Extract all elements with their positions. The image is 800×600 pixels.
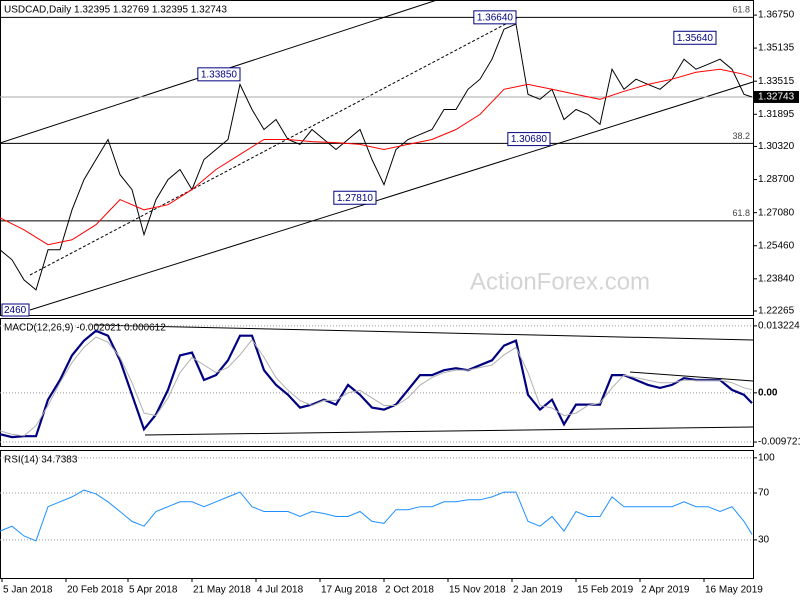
cut-label: 2460	[4, 305, 27, 316]
macd-trend-upper	[94, 324, 754, 341]
annotation-label: 1.30680	[511, 134, 548, 145]
y-tick-label: 1.31895	[758, 109, 795, 120]
y-tick-label: 1.30320	[758, 141, 795, 152]
annotation-label: 1.33850	[201, 69, 238, 80]
annotation-box	[507, 132, 551, 147]
cut-label-box	[1, 303, 30, 317]
x-tick-label: 17 Aug 2018	[321, 585, 378, 596]
panel-title: MACD(12,26,9) -0.002021 0.000612	[4, 323, 166, 334]
fib-label: 61.8	[732, 5, 750, 15]
x-tick-label: 15 Nov 2018	[449, 585, 506, 596]
annotation-label: 1.27810	[337, 193, 374, 204]
x-tick-label: 15 Feb 2019	[577, 585, 634, 596]
macd-trend-short	[629, 371, 754, 382]
fib-label: 38.2	[732, 131, 750, 141]
annotation-label: 1.35640	[677, 33, 714, 44]
y-tick-label: 1.27080	[758, 207, 795, 218]
annotation-label: 1.36640	[477, 12, 514, 23]
last-price-label: 1.32743	[758, 92, 795, 103]
y-tick-label: 1.28700	[758, 174, 795, 185]
channel-middle	[29, 17, 518, 276]
x-tick-label: 2 Jan 2019	[513, 585, 563, 596]
y-tick-label: 0.013224	[758, 321, 800, 332]
x-tick-label: 4 Jul 2018	[257, 585, 304, 596]
rsi-panel	[0, 450, 754, 579]
y-tick-label: 1.25460	[758, 240, 795, 251]
y-tick-label: 1.33515	[758, 76, 795, 87]
y-tick-label: 1.35135	[758, 43, 795, 54]
series-line	[0, 489, 753, 542]
y-tick-label: 100	[758, 452, 775, 463]
annotation-box	[473, 10, 517, 25]
x-tick-label: 20 Feb 2018	[67, 585, 124, 596]
y-tick-label: 70	[758, 488, 770, 499]
y-tick-label: 0.00	[758, 387, 778, 398]
channel-lower	[29, 81, 754, 311]
x-tick-label: 5 Jan 2018	[3, 585, 53, 596]
series-line	[0, 329, 753, 439]
macd-trend-lower	[144, 426, 754, 436]
annotation-box	[673, 30, 717, 45]
panel-title: RSI(14) 34.7383	[4, 455, 78, 466]
fib-label: 61.8	[732, 208, 750, 218]
annotation-box	[333, 190, 377, 205]
macd-panel	[0, 318, 754, 447]
x-tick-label: 2 Oct 2018	[385, 585, 434, 596]
last-price-box	[753, 90, 799, 103]
y-tick-label: 1.23840	[758, 273, 795, 284]
y-tick-label: 1.36750	[758, 10, 795, 21]
annotation-box	[197, 67, 241, 82]
panel-title: USDCAD,Daily 1.32395 1.32769 1.32395 1.3…	[4, 5, 227, 16]
x-tick-label: 21 May 2018	[193, 585, 251, 596]
y-tick-label: 1.22265	[758, 306, 795, 317]
y-tick-label: -0.009721	[758, 437, 800, 448]
x-tick-label: 2 Apr 2019	[641, 585, 690, 596]
x-tick-label: 5 Apr 2018	[129, 585, 178, 596]
y-tick-label: 30	[758, 535, 770, 546]
x-tick-label: 16 May 2019	[705, 585, 763, 596]
price-panel	[0, 0, 754, 316]
series-line	[0, 336, 753, 437]
watermark: ActionForex.com	[470, 268, 650, 295]
series-line	[0, 23, 753, 291]
series-line	[0, 68, 753, 246]
